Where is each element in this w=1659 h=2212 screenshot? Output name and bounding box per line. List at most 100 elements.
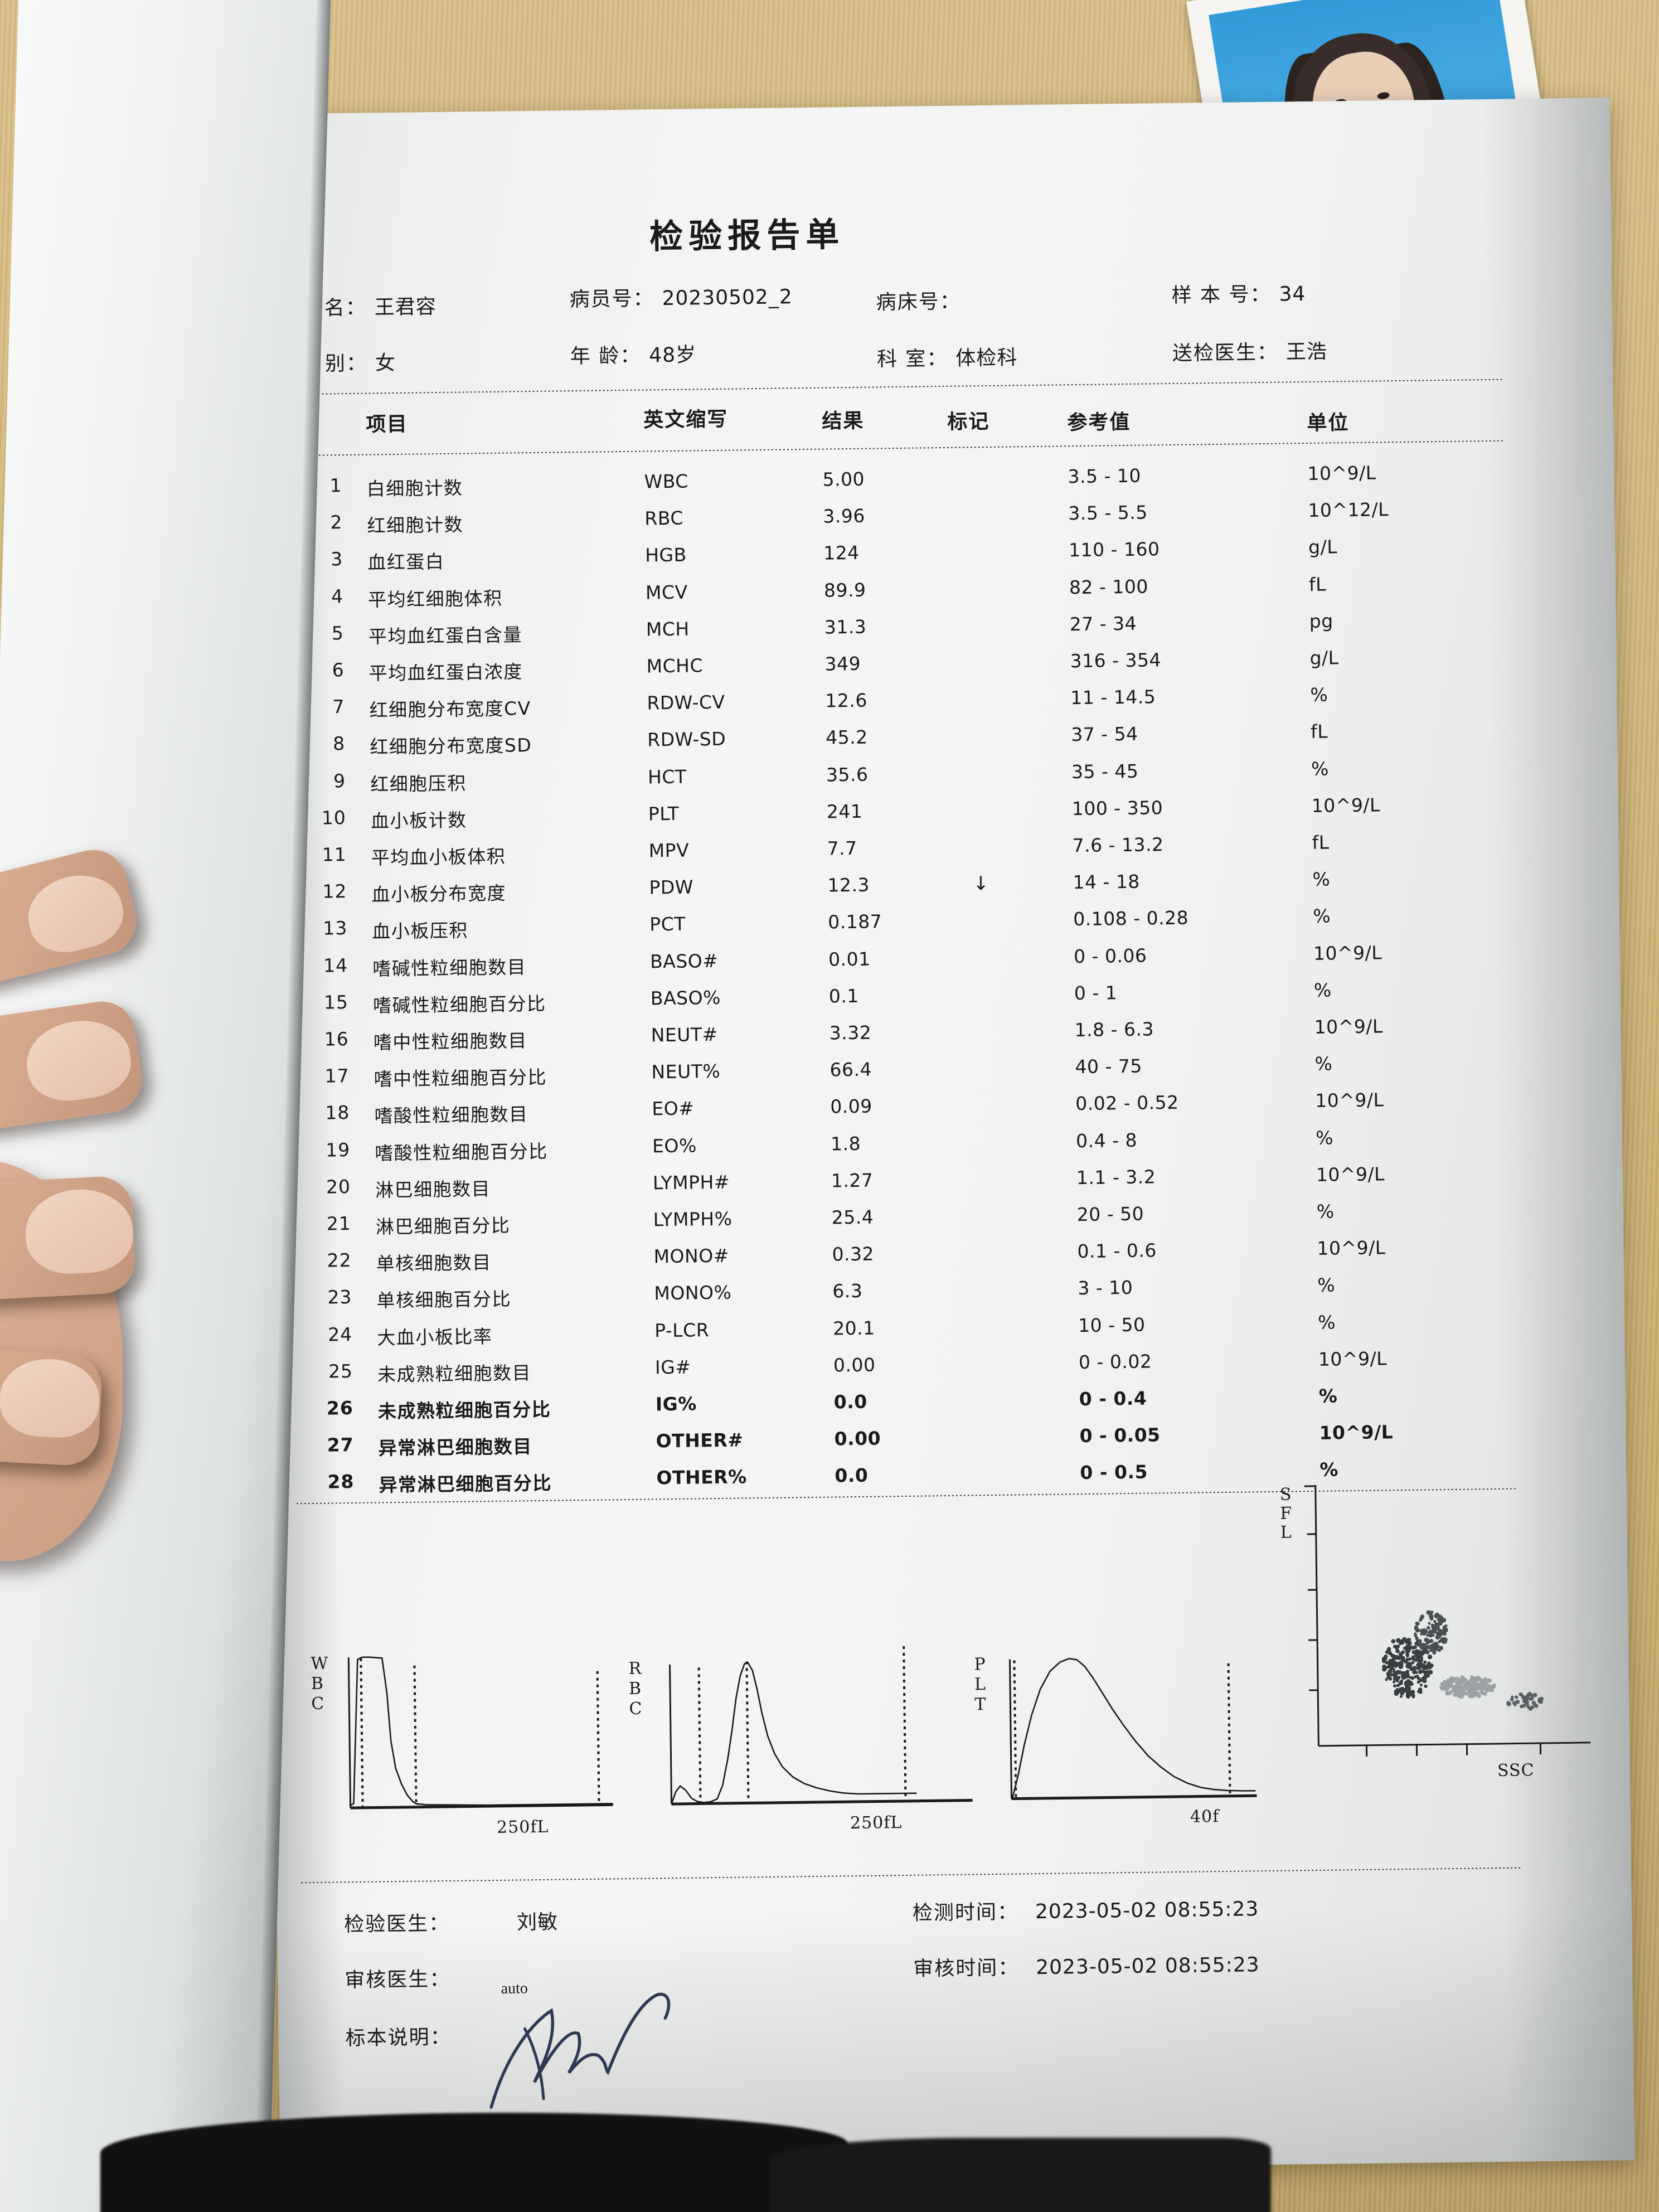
row-flag [970,1352,1003,1353]
ordering-doctor-value: 王浩 [1286,340,1328,364]
row-result: 20.1 [832,1317,875,1340]
row-item-name: 嗜酸性粒细胞百分比 [375,1140,548,1165]
row-item-name: 血小板分布宽度 [371,882,507,906]
row-result: 0.0 [835,1464,869,1487]
row-item-name: 平均血小板体积 [371,845,506,869]
row-flag [969,1315,1003,1316]
row-unit: 10^9/L [1318,1347,1388,1370]
row-unit: % [1317,1274,1336,1297]
sample-no-label: 样 本 号： [1171,283,1272,307]
row-number: 26 [326,1397,354,1419]
row-abbreviation: PDW [649,876,694,899]
row-item-name: 淋巴细胞百分比 [375,1214,511,1238]
divider-above-table-header [282,377,1503,395]
row-abbreviation: PLT [648,802,680,825]
row-flag [966,1057,1000,1058]
row-result: 45.2 [825,726,868,749]
row-item-name: 平均血红蛋白浓度 [368,661,523,685]
row-unit: % [1316,1200,1335,1223]
row-abbreviation: WBC [644,470,689,493]
row-reference-range: 82 - 100 [1069,575,1149,598]
row-reference-range: 3.5 - 5.5 [1068,501,1148,525]
row-abbreviation: HCT [647,765,687,788]
row-unit: 10^9/L [1315,1089,1384,1112]
row-item-name: 嗜中性粒细胞百分比 [373,1066,547,1090]
row-unit: % [1318,1385,1338,1407]
row-item-name: 血小板计数 [370,809,467,832]
test-time-value: 2023-05-02 08:55:23 [1035,1898,1259,1924]
row-unit: 10^9/L [1313,941,1382,964]
patient-gender-field: 别： 女 [325,347,396,377]
row-unit: 10^12/L [1308,498,1389,522]
row-result: 1.8 [830,1132,861,1155]
row-abbreviation: LYMPH% [653,1207,733,1231]
row-item-name: 单核细胞数目 [376,1251,492,1275]
row-unit: % [1312,905,1331,928]
row-unit: 10^9/L [1311,794,1381,817]
row-flag [960,540,993,541]
row-reference-range: 0 - 0.5 [1080,1461,1148,1484]
row-abbreviation: EO# [652,1097,695,1120]
row-flag [963,761,996,762]
row-flag [971,1426,1004,1427]
row-abbreviation: P-LCR [654,1318,710,1341]
row-number: 14 [323,954,348,977]
column-header-unit: 单位 [1307,411,1350,435]
row-number: 20 [326,1175,351,1198]
row-reference-range: 0.02 - 0.52 [1075,1092,1179,1115]
wbc-histogram: W B C 250fL [307,1582,622,1853]
svg-text:L: L [974,1675,986,1694]
hand-holding-page [0,843,245,1561]
row-unit: % [1310,683,1328,706]
row-unit: pg [1309,610,1333,632]
row-reference-range: 40 - 75 [1075,1055,1143,1078]
row-item-name: 嗜中性粒细胞数目 [373,1030,528,1054]
row-result: 0.0 [833,1390,867,1413]
row-reference-range: 0 - 1 [1074,982,1118,1004]
row-unit: 10^9/L [1317,1236,1386,1260]
row-flag [968,1241,1002,1242]
row-number: 21 [326,1212,352,1235]
row-reference-range: 0.108 - 0.28 [1073,907,1189,930]
bed-no-field: 病床号： [876,285,969,315]
column-header-item: 项目 [366,413,408,436]
row-number: 28 [327,1471,355,1493]
row-item-name: 异常淋巴细胞百分比 [379,1472,552,1496]
row-abbreviation: MCH [646,618,690,641]
row-abbreviation: IG# [654,1356,691,1379]
row-abbreviation: MONO% [654,1282,732,1304]
ordering-doctor-label: 送检医生： [1172,341,1279,365]
row-reference-range: 7.6 - 13.2 [1072,833,1164,857]
row-reference-range: 20 - 50 [1076,1202,1144,1226]
tester-value: 刘敏 [516,1910,559,1934]
row-reference-range: 0.1 - 0.6 [1077,1239,1157,1263]
row-unit: fL [1308,573,1327,595]
row-result: 124 [823,542,860,564]
reviewer-field: 审核医生： [345,1963,451,1993]
row-result: 0.01 [828,948,871,971]
row-reference-range: 27 - 34 [1069,612,1137,635]
svg-text:S: S [1280,1485,1292,1504]
row-abbreviation: MPV [648,839,690,862]
svg-text:R: R [628,1659,642,1679]
row-abbreviation: BASO# [649,949,719,973]
row-result: 349 [824,652,861,675]
patient-no-value: 20230502_2 [662,285,793,311]
column-header-reference: 参考值 [1067,410,1131,435]
department-value: 体检科 [955,346,1018,370]
row-reference-range: 0 - 0.4 [1079,1387,1147,1410]
row-abbreviation: MCHC [646,654,704,677]
row-abbreviation: NEUT# [651,1023,718,1046]
review-time-field: 审核时间： 2023-05-02 08:55:23 [913,1948,1260,1982]
row-reference-range: 0 - 0.06 [1073,944,1147,967]
row-result: 7.7 [827,837,857,860]
row-result: 6.3 [832,1280,863,1302]
patient-age-value: 48岁 [649,343,697,367]
row-unit: 10^9/L [1316,1163,1385,1186]
row-abbreviation: BASO% [650,986,721,1010]
row-number: 23 [327,1286,352,1308]
patient-age-label: 年 龄： [570,344,642,368]
patient-gender-value: 女 [375,351,396,375]
row-result: 0.187 [828,910,882,933]
row-result: 0.1 [828,984,860,1007]
